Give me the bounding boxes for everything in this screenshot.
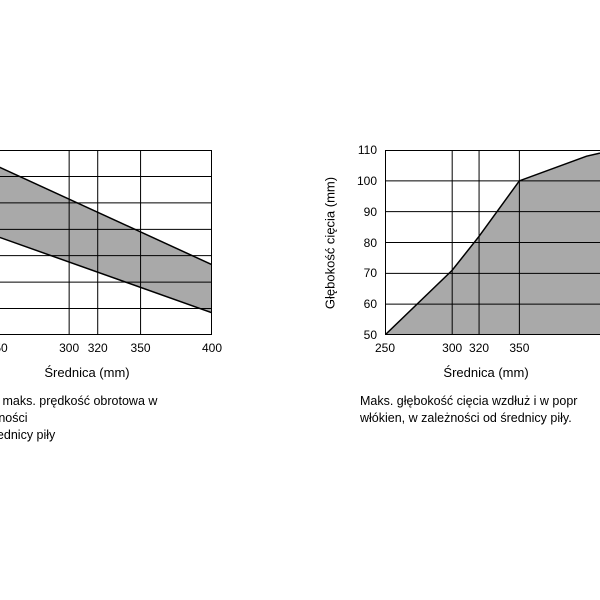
- y-tick-label: 60: [347, 297, 377, 311]
- right-chart-caption: Maks. głębokość cięcia wzdłuż i w poprwł…: [360, 393, 577, 427]
- y-tick-label: 80: [347, 236, 377, 250]
- left-x-axis-title: Średnica (mm): [44, 365, 129, 380]
- left-chart-caption: Min. i maks. prędkość obrotowa w zależno…: [0, 393, 212, 444]
- x-tick-label: 300: [59, 341, 79, 355]
- x-tick-label: 250: [375, 341, 395, 355]
- y-tick-label: 50: [347, 328, 377, 342]
- y-tick-label: 110: [347, 143, 377, 157]
- right-plot-area: [385, 150, 600, 335]
- x-tick-label: 320: [88, 341, 108, 355]
- x-tick-label: 400: [202, 341, 222, 355]
- right-y-axis-title: Głębokość cięcia (mm): [323, 176, 338, 308]
- x-tick-label: 350: [131, 341, 151, 355]
- right-chart: 250300320350 5060708090100110 Średnica (…: [385, 150, 600, 335]
- x-tick-label: 250: [0, 341, 8, 355]
- y-tick-label: 90: [347, 205, 377, 219]
- x-tick-label: 350: [509, 341, 529, 355]
- right-chart-svg: [385, 150, 600, 335]
- page: 250 300 320 350 400 Średnica (mm) Min. i mak…: [0, 0, 600, 600]
- left-plot-area: [0, 150, 212, 335]
- x-tick-label: 320: [469, 341, 489, 355]
- x-tick-label: 300: [442, 341, 462, 355]
- left-chart: 250300320350400 Średnica (mm) Min. i mak…: [0, 150, 212, 335]
- y-tick-label: 70: [347, 266, 377, 280]
- left-chart-svg: [0, 150, 212, 335]
- right-x-axis-title: Średnica (mm): [443, 365, 528, 380]
- y-tick-label: 100: [347, 174, 377, 188]
